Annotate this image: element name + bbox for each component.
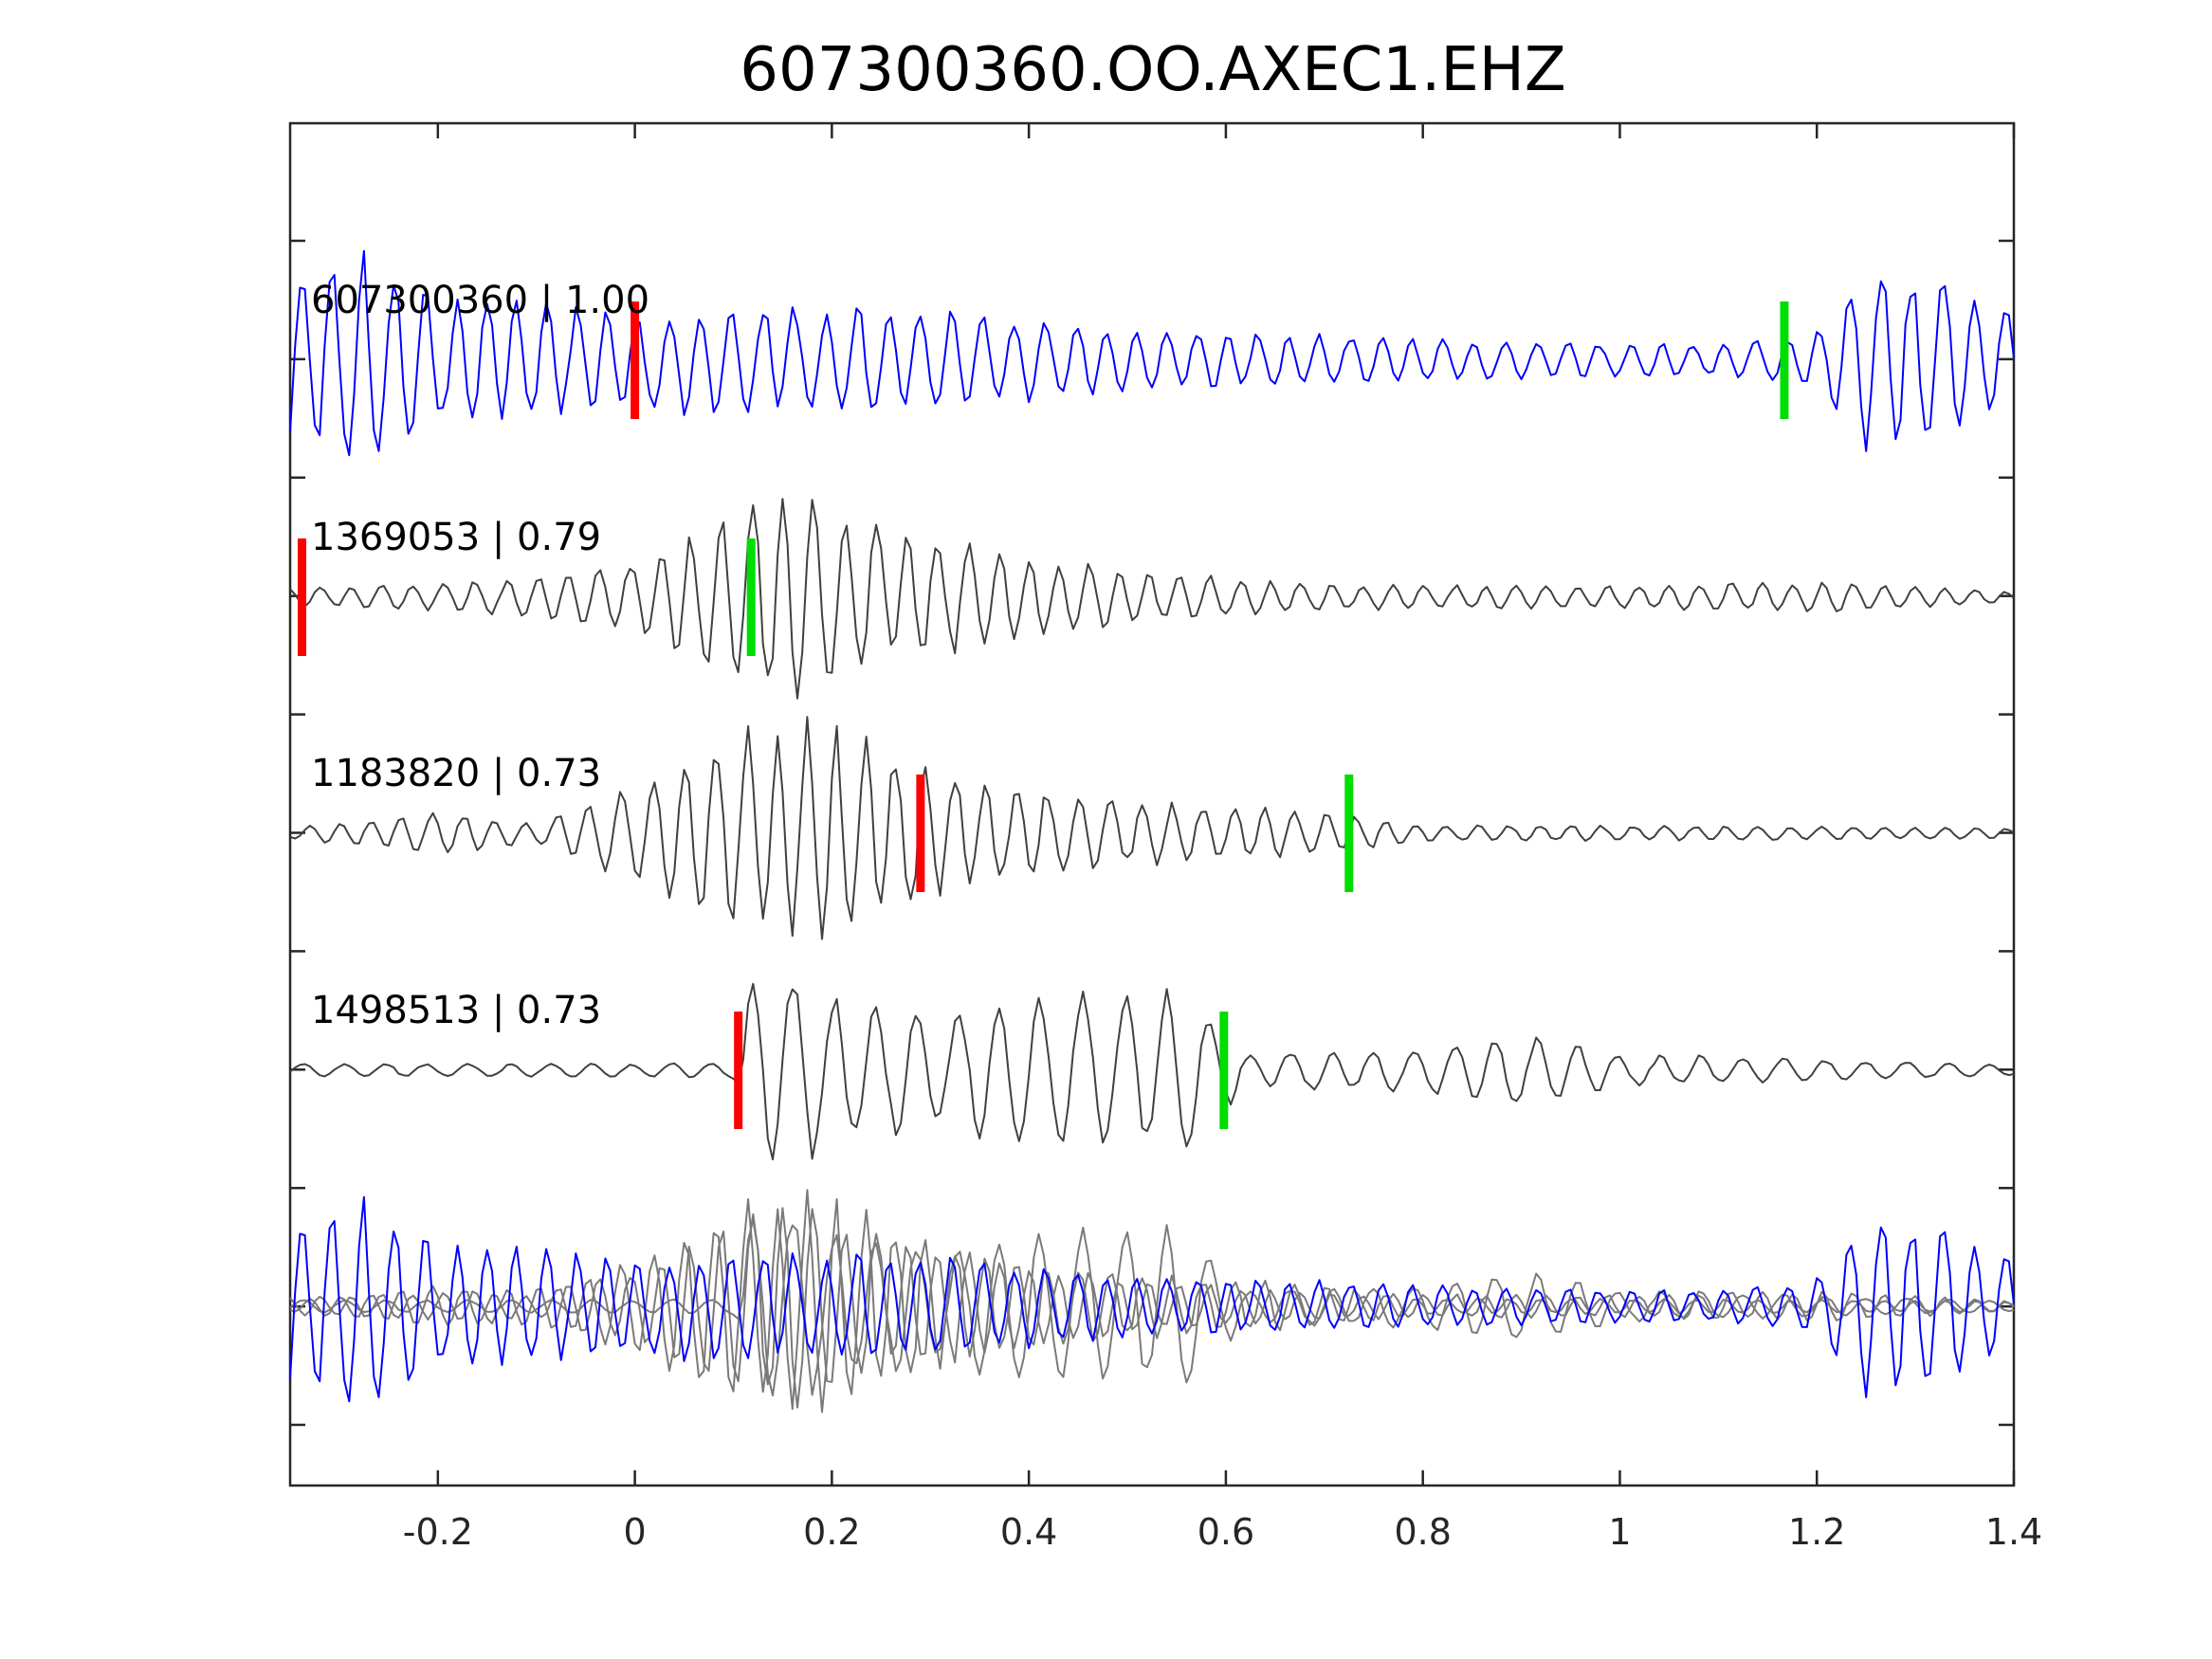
phase-picks xyxy=(297,301,1789,1129)
x-tick-label-6: 1 xyxy=(1608,1511,1631,1553)
trace-label-1498513: 1498513 | 0.73 xyxy=(311,989,601,1032)
trace-labels: 607300360 | 1.00 1369053 | 0.79 1183820 | … xyxy=(311,279,649,1032)
trace-label-1369053: 1369053 | 0.79 xyxy=(311,516,601,559)
axes-frame xyxy=(288,121,2016,1487)
x-tick-label-3: 0.4 xyxy=(1000,1511,1057,1553)
trace-label-1183820: 1183820 | 0.73 xyxy=(311,752,601,795)
trace-1183820 xyxy=(289,716,2015,940)
x-tick-label-1: 0 xyxy=(624,1511,647,1553)
overlay-trace-1498513 xyxy=(289,1218,2015,1396)
x-tick-label-7: 1.2 xyxy=(1788,1511,1845,1553)
overlay-trace-607300360 xyxy=(289,1195,2015,1403)
x-tick-label-5: 0.8 xyxy=(1394,1511,1451,1553)
x-tick-label-2: 0.2 xyxy=(803,1511,860,1553)
plot-axes: -0.2 0 0.2 0.4 0.6 0.8 1 1.2 1.4 xyxy=(288,121,2042,1553)
trace-1498513 xyxy=(289,982,2015,1160)
trace-1369053 xyxy=(289,498,2015,700)
x-tick-labels: -0.2 0 0.2 0.4 0.6 0.8 1 1.2 1.4 xyxy=(403,1511,2042,1553)
overlay-trace-1183820 xyxy=(289,1189,2015,1413)
x-tick-label-4: 0.6 xyxy=(1197,1511,1254,1553)
trace-label-607300360: 607300360 | 1.00 xyxy=(311,279,649,322)
x-tick-label-0: -0.2 xyxy=(403,1511,473,1553)
waveform-traces xyxy=(289,249,2015,1160)
chart-title: 607300360.OO.AXEC1.EHZ xyxy=(740,35,1566,105)
overlay-stack xyxy=(289,1189,2015,1413)
trace-607300360 xyxy=(289,249,2015,457)
x-tick-label-8: 1.4 xyxy=(1985,1511,2042,1553)
